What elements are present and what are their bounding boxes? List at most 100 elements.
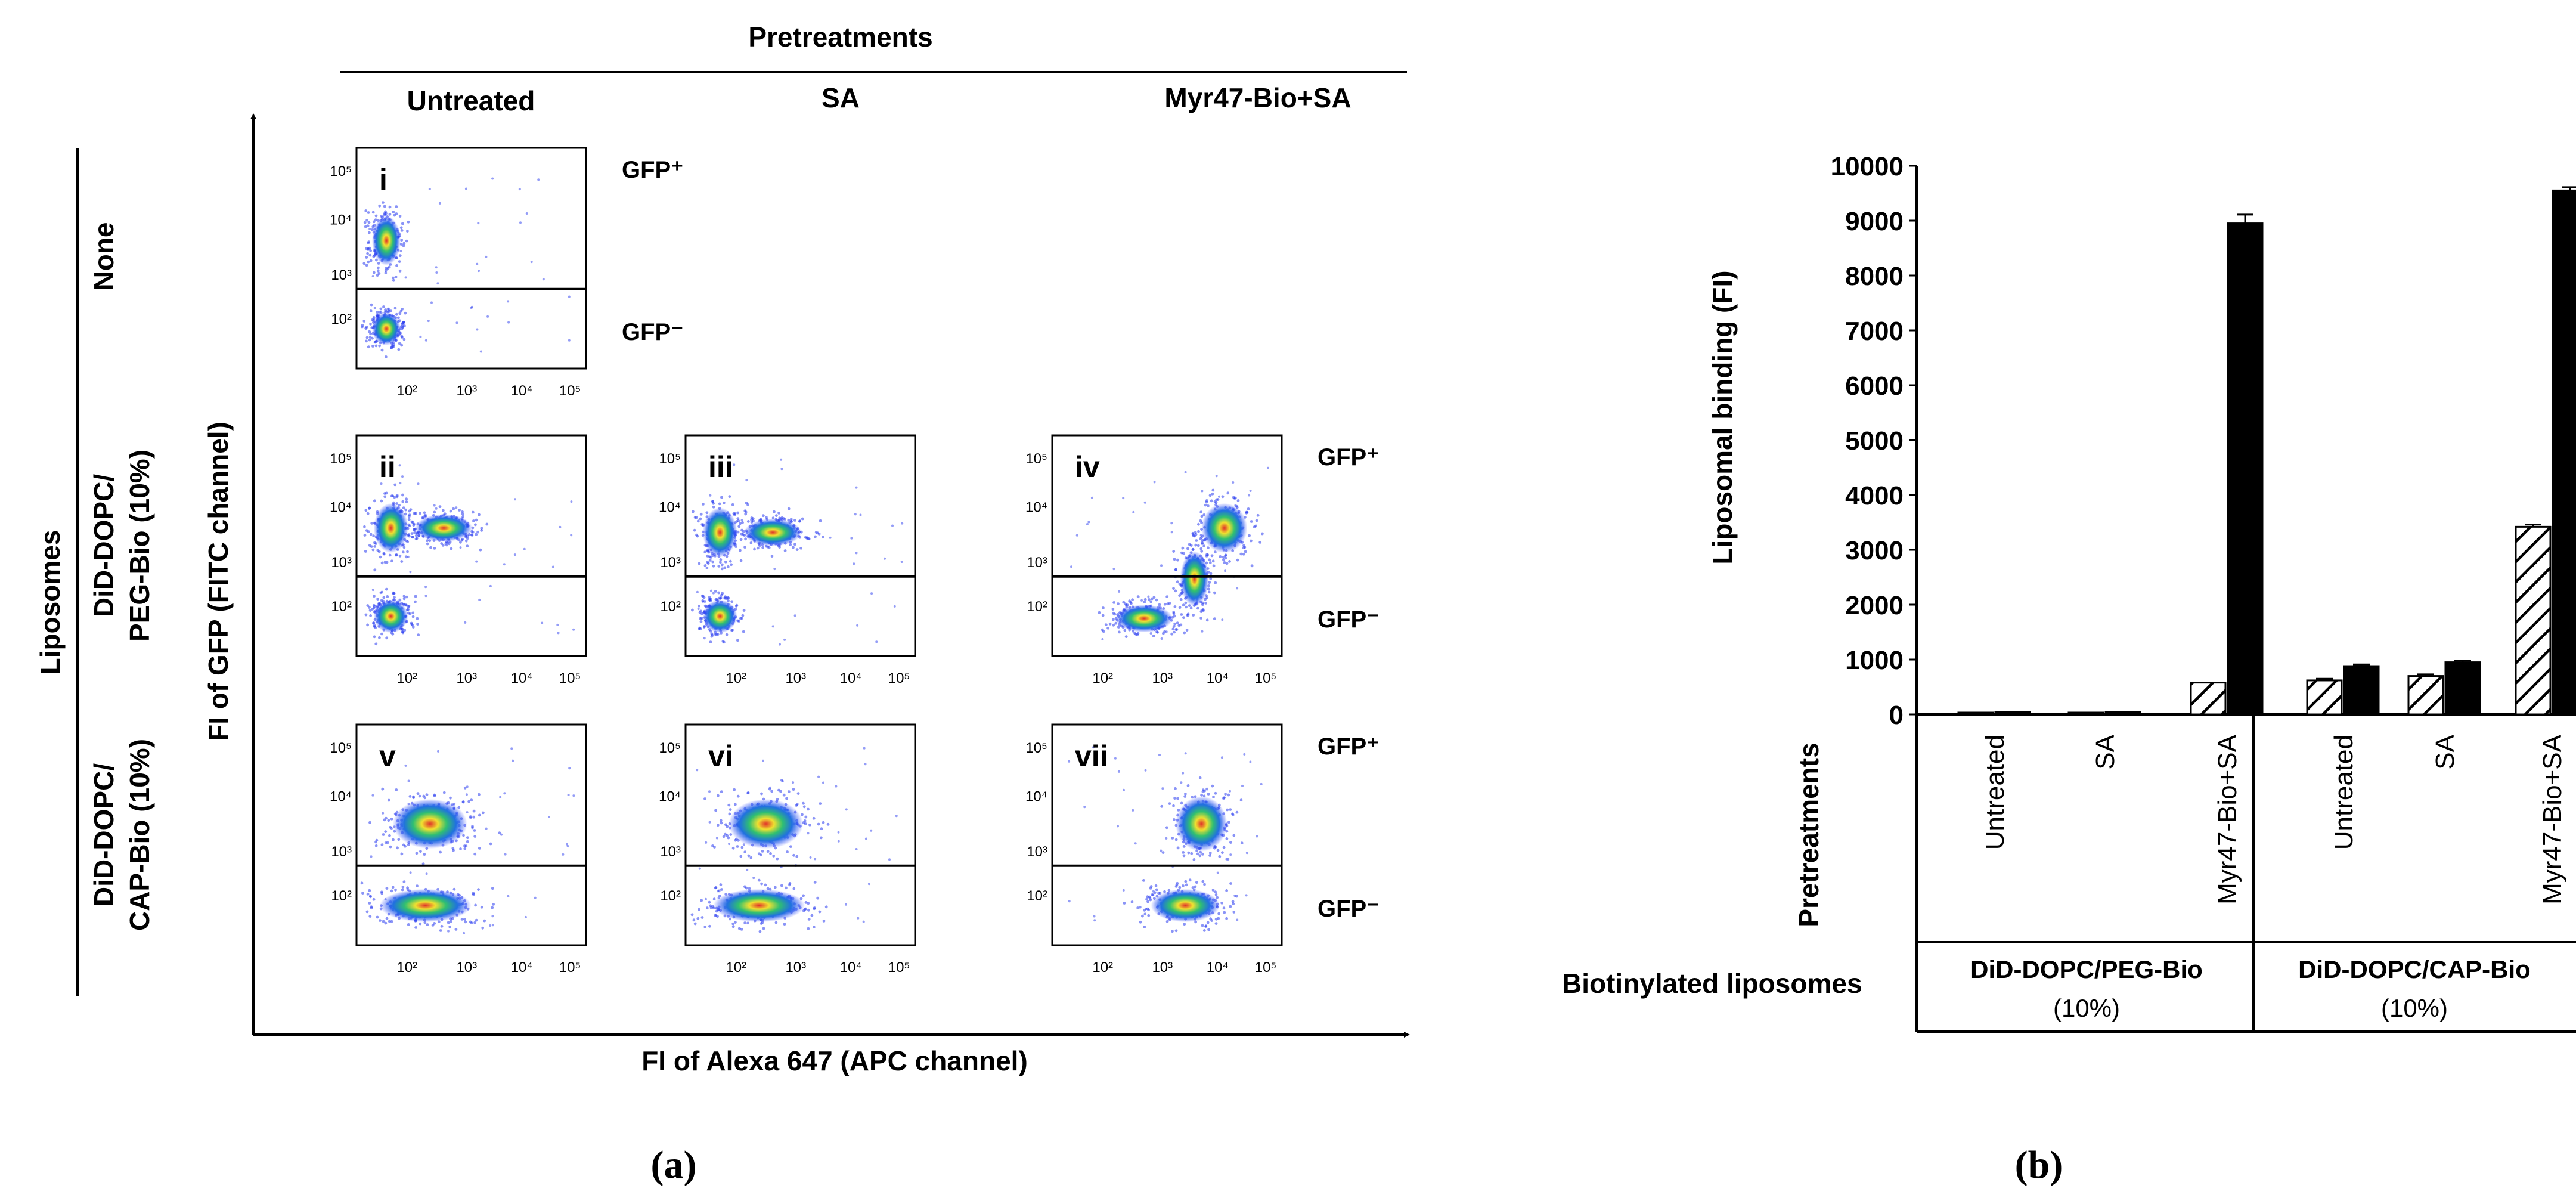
scatter-dot (1203, 883, 1206, 886)
scatter-dot (1132, 809, 1134, 812)
y-tick-label: 10⁴ (330, 212, 352, 228)
scatter-dot (473, 829, 476, 832)
scatter-dot (397, 348, 401, 351)
scatter-dot (826, 822, 830, 826)
scatter-dot (568, 767, 571, 770)
scatter-dot (384, 269, 388, 273)
y-tick-label: 10² (331, 599, 352, 615)
scatter-dot (1101, 614, 1105, 617)
scatter-dot (742, 630, 745, 633)
y-tick-label: 10⁵ (1025, 451, 1047, 467)
scatter-dot (480, 527, 483, 530)
scatter-dot (1213, 500, 1217, 503)
scatter-dot (1092, 746, 1095, 749)
scatter-dot (744, 537, 747, 541)
scatter-dot (812, 926, 816, 929)
scatter-dot (1197, 530, 1200, 533)
scatter-dot (696, 590, 699, 593)
scatter-dot (1242, 546, 1245, 549)
scatter-dot (387, 798, 390, 802)
scatter-dot (402, 506, 405, 509)
scatter-dot (524, 915, 527, 918)
scatter-dot (1217, 917, 1220, 920)
y-tick-label: 10⁵ (330, 163, 352, 179)
scatter-dot (1222, 906, 1226, 910)
y-tick-label: 10⁵ (659, 740, 681, 756)
scatter-dot (761, 850, 764, 853)
scatter-dot (386, 267, 390, 270)
scatter-dot (1189, 606, 1193, 610)
category-label: SA (2091, 734, 2120, 769)
scatter-dot (402, 244, 405, 247)
scatter-dot (411, 626, 415, 629)
scatter-dot (401, 308, 404, 311)
scatter-dot (854, 513, 857, 516)
scatter-dot (824, 905, 828, 909)
scatter-dot (1223, 796, 1226, 800)
scatter-dot (789, 845, 792, 849)
scatter-dot (478, 793, 481, 796)
scatter-dot (1149, 885, 1153, 888)
scatter-dot (1184, 793, 1187, 796)
scatter-dot (779, 790, 782, 793)
scatter-dot (777, 512, 780, 515)
scatter-dot (368, 330, 371, 333)
y-tick-label: 10² (1027, 888, 1047, 904)
scatter-dot (901, 522, 904, 525)
scatter-dot (478, 270, 480, 273)
scatter-dot (472, 809, 476, 813)
scatter-dot (793, 543, 796, 546)
scatter-dot (1214, 791, 1217, 795)
scatter-dot (371, 608, 374, 611)
scatter-dot (404, 508, 407, 512)
scatter-dot (478, 598, 481, 601)
scatter-dot (855, 848, 858, 850)
scatter-dot (720, 888, 723, 891)
scatter-dot (463, 918, 466, 921)
scatter-dot (708, 596, 711, 599)
scatter-dot (1209, 572, 1213, 575)
scatter-dot (369, 332, 372, 336)
scatter-dot (463, 931, 466, 934)
scatter-dot (736, 794, 740, 798)
scatter-dot (425, 793, 429, 796)
scatter-dot (402, 880, 406, 884)
scatter-dot (741, 614, 745, 617)
scatter-dot (728, 495, 731, 498)
scatter-dot (819, 519, 822, 522)
scatter-dot (391, 632, 395, 636)
scatter-dot (368, 336, 372, 339)
scatter-dot (1117, 770, 1120, 773)
scatter-dot (857, 917, 860, 920)
gate-label-positive: GFP⁺ (622, 157, 683, 183)
scatter-dot (470, 798, 473, 802)
scatter-dot (392, 211, 395, 213)
scatter-dot (366, 892, 370, 896)
scatter-dot (363, 221, 367, 224)
scatter-dot (491, 915, 494, 918)
scatter-dot (1184, 752, 1187, 755)
scatter-dot (711, 560, 714, 564)
scatter-dot (373, 568, 377, 572)
scatter-dot (395, 788, 398, 791)
scatter-dot (419, 512, 421, 515)
y-tick-label: 3000 (1845, 536, 1904, 565)
scatter-dot (1170, 632, 1174, 636)
y-tick-label: 10³ (1027, 844, 1047, 860)
scatter-dot (1204, 925, 1207, 928)
scatter-dot (1241, 784, 1244, 787)
scatter-dot (1183, 631, 1186, 635)
scatter-dot (386, 841, 389, 844)
scatter-dot (734, 838, 737, 842)
scatter-dot (417, 482, 420, 485)
scatter-dot (716, 915, 719, 918)
scatter-dot (1224, 553, 1227, 557)
scatter-dot (819, 802, 822, 805)
table-row1-label: Pretreatments (1793, 742, 1824, 927)
scatter-dot (1087, 521, 1090, 524)
scatter-dot (407, 605, 410, 608)
scatter-dot (1231, 813, 1235, 816)
x-axis-title: FI of Alexa 647 (APC channel) (641, 1045, 1028, 1076)
scatter-dot (1210, 554, 1214, 558)
scatter-dot (374, 542, 377, 545)
